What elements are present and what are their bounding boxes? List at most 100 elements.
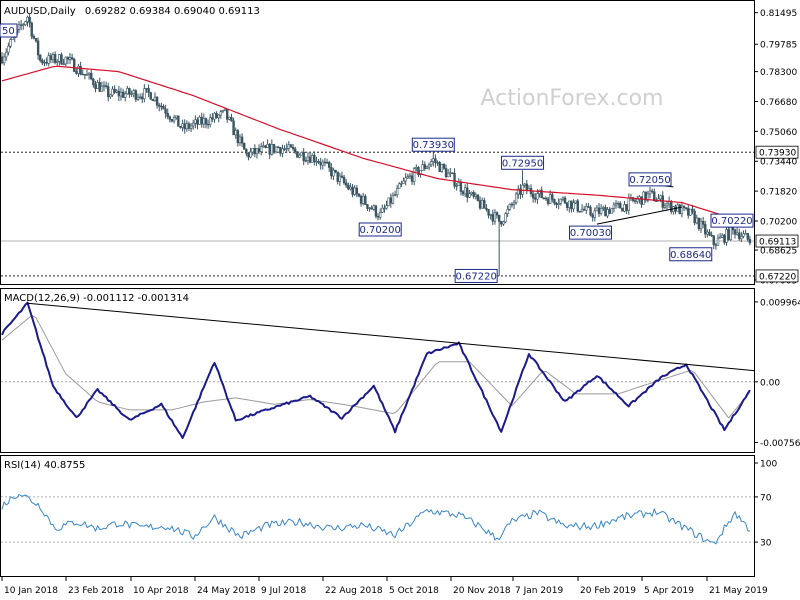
price-title: AUDUSD,Daily 0.69282 0.69384 0.69040 0.6… [4, 6, 260, 17]
candle-body [132, 90, 135, 94]
rsi-plot [1, 494, 754, 545]
candle-body [274, 146, 278, 153]
x-tick-label: 5 Oct 2018 [389, 586, 439, 596]
price-annotation-box [411, 137, 455, 152]
candle-body [417, 167, 420, 175]
candle-body [582, 208, 586, 211]
price-annotation-label: 0.67220 [455, 271, 496, 282]
candle-body [517, 188, 520, 195]
candle-body [325, 161, 329, 164]
candle-body [438, 162, 441, 172]
rsi-title: RSI(14) 40.8755 [4, 460, 85, 471]
candle-body [223, 108, 227, 111]
candle-body [62, 63, 65, 66]
candle-body [404, 177, 407, 182]
candle-body [255, 148, 259, 155]
candle-body [387, 197, 390, 207]
candle-body [548, 194, 552, 204]
candle-body [748, 238, 752, 244]
candle-body [678, 204, 681, 215]
candle-body [266, 144, 269, 148]
candle-body [393, 194, 397, 196]
candle-body [209, 117, 212, 125]
candle-body [60, 54, 63, 65]
candle-body [243, 142, 246, 150]
candle-body [204, 118, 208, 125]
candle-body [442, 163, 446, 169]
candle-body [260, 146, 263, 152]
candle-body [608, 209, 611, 214]
candle-body [542, 197, 545, 199]
candle-body [113, 88, 116, 93]
candle-body [81, 73, 84, 76]
candle-body [145, 87, 148, 90]
price-annotation-label: 0.68640 [670, 250, 711, 261]
candle-body [232, 120, 235, 136]
x-tick-label: 21 May 2019 [709, 586, 768, 596]
x-tick-label: 10 Apr 2018 [133, 586, 189, 596]
candle-body [2, 56, 6, 64]
candle-body [257, 148, 261, 152]
candle-body [432, 158, 435, 162]
candle-body [587, 206, 590, 208]
x-tick-label: 22 Aug 2018 [325, 586, 383, 596]
candle-body [187, 123, 191, 129]
candle-body [107, 86, 110, 98]
candle-body [574, 200, 577, 204]
candle-body [151, 98, 155, 102]
candle-body [153, 96, 157, 102]
candle-body [642, 191, 645, 205]
candle-body [408, 175, 412, 178]
candle-body [41, 60, 44, 64]
candle-body [483, 199, 486, 209]
candle-body [395, 188, 399, 195]
candle-body [565, 202, 569, 208]
candle-body [49, 55, 53, 60]
candle-body [17, 24, 21, 30]
candle-body [85, 74, 89, 76]
candle-body [508, 203, 511, 210]
candle-body [655, 200, 658, 203]
candle-body [440, 163, 444, 172]
candle-body [412, 168, 416, 182]
candle-body [315, 160, 318, 163]
candle-body [497, 214, 501, 222]
candle-body [610, 208, 613, 214]
candle-body [706, 231, 709, 235]
price-pane [0, 0, 755, 285]
candle-body [646, 193, 650, 201]
candle-body [24, 21, 27, 25]
price-annotation-label: 0.70200 [360, 225, 401, 236]
candle-body [466, 187, 469, 198]
candle-body [51, 54, 55, 60]
candle-body [47, 55, 50, 64]
price-y-tick-label: 0.71820 [760, 188, 797, 198]
candle-body [147, 87, 150, 93]
candle-body [319, 162, 322, 166]
candle-body [194, 119, 197, 124]
candle-body [648, 190, 652, 195]
price-annotation-box [454, 268, 498, 283]
candle-body [512, 202, 516, 205]
candle-body [364, 195, 367, 205]
candle-body [670, 200, 673, 212]
candle-body [115, 90, 118, 93]
candle-body [111, 88, 114, 96]
candle-body [378, 212, 382, 218]
current-price-axis-label: 0.69113 [759, 238, 796, 248]
candle-body [376, 216, 380, 218]
candle-body [342, 177, 346, 184]
candle-body [602, 207, 605, 209]
candle-body [742, 233, 745, 237]
candle-body [138, 96, 142, 99]
candle-body [485, 208, 488, 210]
candle-body [119, 91, 123, 97]
candle-body [236, 130, 240, 144]
candle-body [500, 221, 503, 225]
candle-body [30, 22, 33, 37]
candle-body [383, 207, 386, 210]
candle-body [83, 73, 87, 76]
ohlc-header: 0.69282 0.69384 0.69040 0.69113 [85, 6, 260, 17]
candle-body [26, 16, 29, 22]
candle-body [211, 117, 214, 120]
